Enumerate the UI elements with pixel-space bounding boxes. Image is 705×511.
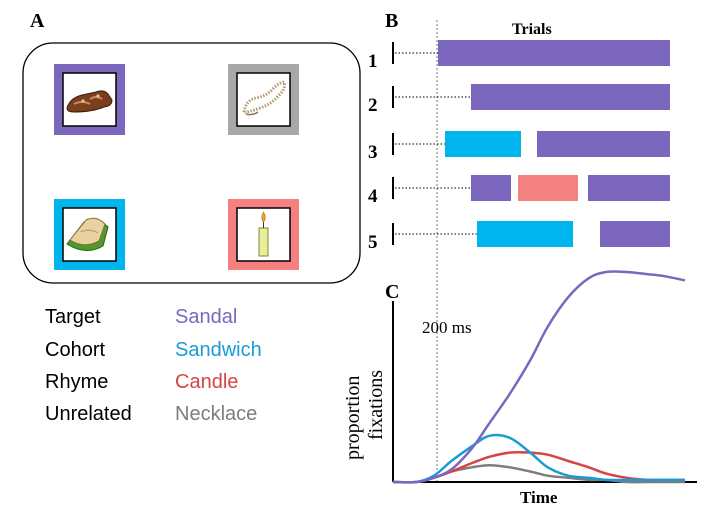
trials-header: Trials (512, 21, 552, 38)
sandwich-icon (66, 217, 109, 251)
fixation-bar-target (537, 131, 670, 157)
legend-role-unrelated: Unrelated (45, 403, 132, 425)
panel-a-letter: A (30, 10, 45, 32)
trial-row: 1 (368, 40, 670, 72)
legend-word-sandal: Sandal (175, 306, 237, 328)
fixation-bar-target (438, 40, 670, 66)
fixation-bar-target (471, 175, 511, 201)
fixation-bar-target (471, 84, 670, 110)
legend-word-candle: Candle (175, 371, 238, 393)
fixation-curves (392, 270, 686, 484)
onset-marker-label: 200 ms (422, 318, 472, 337)
legend-role-target: Target (45, 306, 101, 328)
candle-icon (258, 211, 269, 257)
candle-picture[interactable] (228, 199, 299, 270)
trial-row: 4 (368, 175, 670, 207)
fixation-bar-cohort (477, 221, 573, 247)
trial-number: 1 (368, 51, 378, 72)
x-axis-label: Time (520, 488, 558, 507)
fixation-bar-target (588, 175, 670, 201)
panel-b-letter: B (385, 10, 398, 32)
trial-number: 5 (368, 232, 378, 253)
curve-cohort (392, 433, 685, 484)
y-axis-label-line1: proportion (342, 376, 364, 460)
sandal-picture[interactable] (54, 64, 125, 135)
legend-word-necklace: Necklace (175, 403, 257, 425)
sandwich-picture[interactable] (54, 199, 125, 270)
fixation-bar-rhyme (518, 175, 578, 201)
fixation-bar-target (600, 221, 670, 247)
trial-number: 3 (368, 142, 378, 163)
fixation-bar-cohort (445, 131, 521, 157)
trial-number: 2 (368, 95, 378, 116)
trial-rows: 1 2 3 4 5 (368, 40, 670, 253)
trial-row: 5 (368, 221, 670, 253)
trial-row: 2 (368, 84, 670, 116)
y-axis-label-line2: fixations (365, 370, 387, 440)
word-legend: Target Sandal Cohort Sandwich Rhyme Cand… (45, 306, 262, 425)
legend-word-sandwich: Sandwich (175, 339, 262, 361)
panel-c-letter: C (385, 281, 399, 303)
trial-row: 3 (368, 131, 670, 163)
legend-role-cohort: Cohort (45, 339, 105, 361)
necklace-picture[interactable] (228, 64, 299, 135)
trial-number: 4 (368, 186, 378, 207)
legend-role-rhyme: Rhyme (45, 371, 108, 393)
sandal-icon (66, 90, 113, 113)
curve-target (392, 270, 686, 484)
necklace-icon (242, 80, 286, 116)
display-frame (22, 42, 361, 284)
y-axis-label: proportion fixations (342, 370, 387, 460)
